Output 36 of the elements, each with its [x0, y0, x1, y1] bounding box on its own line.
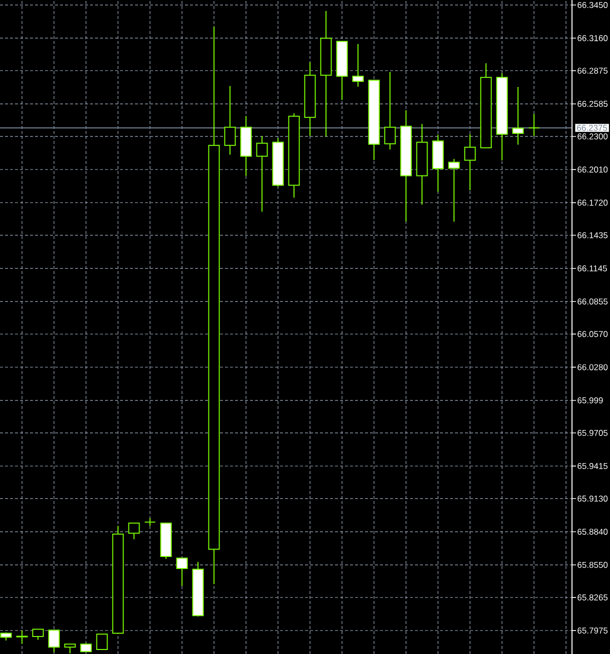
candlestick — [352, 43, 364, 88]
y-tick-label: 66.1145 — [578, 265, 607, 272]
y-tick-label: 66.1720 — [578, 200, 608, 206]
candlestick — [48, 630, 60, 653]
y-tick-label: 66.2585 — [578, 100, 608, 107]
y-tick-label: 66.0855 — [578, 298, 608, 305]
candlestick — [32, 628, 44, 640]
candlestick — [16, 630, 28, 644]
candlestick — [528, 114, 540, 136]
y-tick-label: 66.0280 — [578, 364, 608, 370]
y-tick-label: 66.3160 — [578, 35, 608, 42]
y-tick-label: 65.9130 — [578, 496, 608, 502]
y-tick-label: 66.3450 — [578, 2, 608, 8]
candlestick — [464, 134, 476, 191]
candlestick — [96, 634, 108, 650]
y-tick-label: 66.2300 — [578, 133, 608, 140]
candlestick — [144, 518, 156, 526]
y-tick-label: 66.2010 — [578, 166, 608, 173]
y-tick-label: 66.2875 — [578, 68, 608, 74]
candlestick — [224, 86, 236, 156]
y-tick-label: 66.0570 — [578, 331, 608, 338]
candlestick — [176, 558, 188, 586]
candlestick — [384, 71, 396, 150]
y-tick-label: 65.8840 — [578, 528, 608, 535]
candlestick — [128, 522, 140, 540]
y-tick-label: 65.8265 — [578, 594, 608, 600]
y-tick-label: 65.9705 — [578, 430, 608, 436]
y-tick-label: 65.999 — [578, 397, 603, 404]
y-tick-label: 66.1435 — [578, 232, 608, 238]
ref-line-label: 66.2375 — [577, 124, 608, 131]
y-tick-label: 65.8550 — [578, 562, 608, 568]
candlestick — [448, 158, 460, 222]
candlestick — [256, 135, 268, 212]
candlestick — [512, 86, 524, 146]
y-tick-label: 65.9415 — [578, 463, 608, 470]
y-tick-label: 65.7975 — [578, 628, 608, 634]
